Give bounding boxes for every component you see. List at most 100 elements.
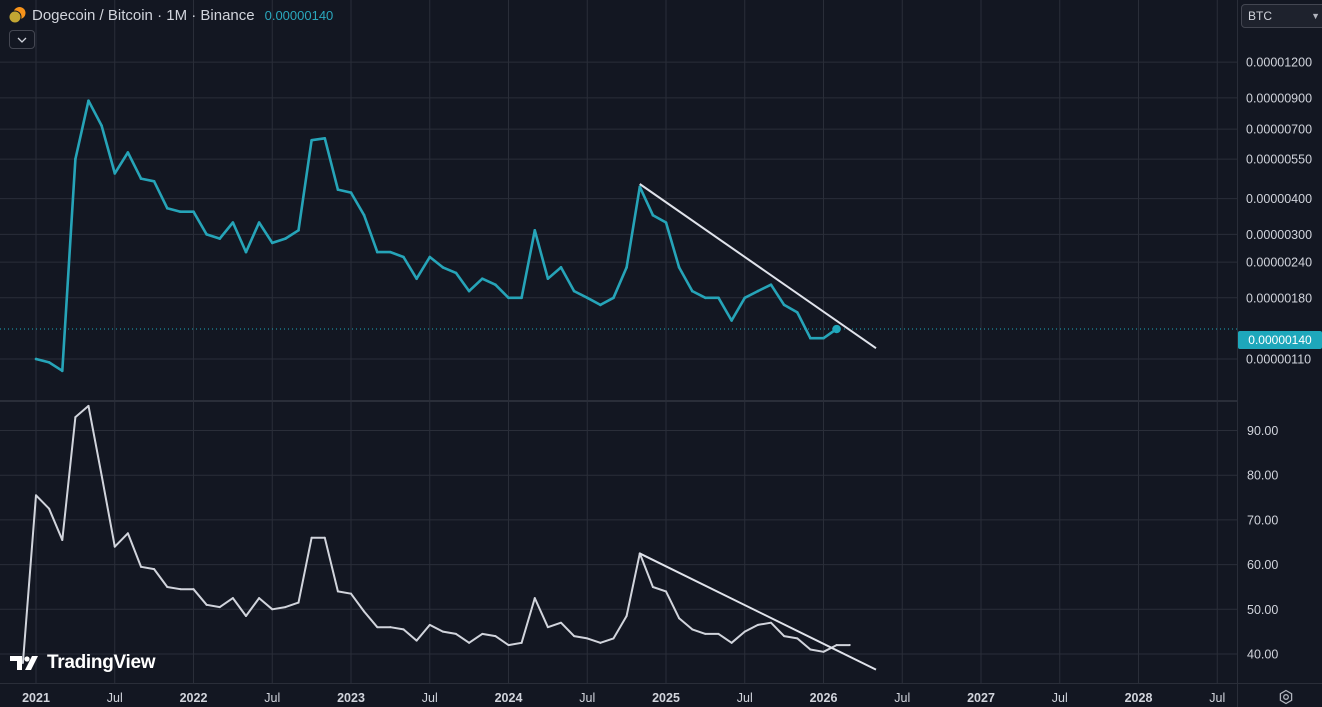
oscillator-point — [402, 628, 405, 631]
oscillator-point — [678, 617, 681, 620]
price-point — [192, 210, 195, 214]
oscillator-pane[interactable] — [21, 404, 877, 671]
oscillator-point — [310, 536, 313, 539]
oscillator-point — [153, 568, 156, 571]
oscillator-point — [625, 615, 628, 618]
oscillator-point — [743, 630, 746, 633]
chevron-down-icon — [17, 37, 27, 43]
currency-select[interactable]: BTC ▼ — [1241, 4, 1322, 28]
price-point — [625, 266, 628, 269]
oscillator-point — [350, 592, 352, 595]
oscillator-point — [809, 648, 812, 651]
symbol-legend[interactable]: Dogecoin / Bitcoin · 1M · Binance 0.0000… — [8, 5, 333, 25]
price-point — [152, 179, 156, 183]
currency-select-value: BTC — [1248, 9, 1272, 23]
price-point — [480, 277, 484, 280]
price-point — [677, 266, 681, 269]
oscillator-point — [61, 539, 64, 542]
price-point — [113, 172, 117, 175]
tradingview-logo[interactable]: TradingView — [10, 652, 156, 674]
oscillator-point — [691, 628, 694, 631]
oscillator-point — [586, 637, 589, 640]
price-axis-tick-label: 0.00000180 — [1246, 291, 1312, 305]
oscillator-series-line[interactable] — [21, 404, 850, 663]
price-point — [270, 241, 274, 245]
oscillator-point — [796, 637, 799, 640]
oscillator-point — [48, 507, 51, 510]
tradingview-logo-icon — [10, 656, 38, 670]
oscillator-point — [35, 494, 37, 497]
time-axis-tick-label: Jul — [737, 691, 753, 705]
oscillator-point — [100, 474, 103, 477]
oscillator-axis-tick-label: 80.00 — [1247, 469, 1278, 483]
price-point — [165, 207, 169, 210]
oscillator-point — [546, 626, 549, 629]
oscillator-point — [717, 632, 720, 635]
oscillator-point — [126, 532, 129, 535]
price-point — [34, 357, 38, 361]
oscillator-point — [560, 621, 562, 624]
price-axis-tick-label: 0.00000240 — [1246, 256, 1312, 270]
last-price-label: 0.00000140 — [1248, 333, 1312, 347]
oscillator-point — [87, 404, 90, 407]
price-point — [743, 296, 747, 300]
price-trendline[interactable] — [639, 183, 877, 349]
grid — [0, 0, 1237, 683]
collapse-legend-button[interactable] — [9, 30, 35, 49]
price-point — [494, 283, 497, 287]
price-point — [599, 303, 602, 307]
price-point — [520, 296, 523, 300]
price-point — [402, 255, 405, 259]
oscillator-point — [284, 606, 287, 609]
price-pane[interactable] — [0, 99, 1237, 373]
price-point — [100, 124, 103, 127]
oscillator-point — [231, 597, 234, 600]
price-point — [389, 250, 392, 254]
price-point — [507, 296, 510, 300]
oscillator-point — [389, 626, 392, 629]
price-point — [349, 191, 353, 194]
price-point — [585, 296, 589, 300]
time-axis-tick-label: Jul — [894, 691, 910, 705]
oscillator-axis-tick-label: 90.00 — [1247, 424, 1278, 438]
axes: 0.00001200 0.00000900 0.00000700 0.00000550… — [22, 56, 1312, 705]
gear-icon — [1279, 689, 1293, 705]
price-axis-tick-label: 0.00000400 — [1246, 192, 1312, 206]
price-point — [795, 311, 799, 314]
time-axis-tick-label: 2027 — [967, 691, 995, 705]
chart-settings-button[interactable] — [1276, 687, 1296, 707]
oscillator-point — [323, 536, 326, 539]
oscillator-trendline[interactable] — [639, 552, 877, 671]
price-point — [651, 213, 655, 217]
oscillator-point — [192, 588, 195, 591]
oscillator-point — [376, 626, 379, 629]
price-point — [559, 266, 563, 269]
dogecoin-bitcoin-coin-icon — [8, 6, 26, 24]
last-price-marker — [832, 324, 841, 334]
time-axis-tick-label: 2026 — [810, 691, 838, 705]
price-point — [179, 210, 182, 214]
price-point — [769, 283, 773, 287]
oscillator-point — [258, 597, 261, 600]
time-axis-tick-label: Jul — [264, 691, 280, 705]
oscillator-point — [166, 585, 169, 588]
oscillator-point — [179, 588, 182, 591]
price-axis-tick-label: 0.00000900 — [1246, 91, 1312, 105]
price-point — [323, 137, 327, 140]
price-point — [664, 221, 668, 224]
oscillator-point — [822, 650, 825, 653]
price-point — [231, 221, 235, 224]
oscillator-axis-tick-label: 50.00 — [1247, 603, 1278, 617]
oscillator-point — [336, 590, 339, 593]
oscillator-point — [245, 615, 247, 618]
price-series-line[interactable] — [35, 99, 838, 373]
oscillator-point — [271, 608, 274, 611]
price-point — [822, 336, 825, 340]
price-point — [782, 303, 786, 307]
time-axis-tick-label: Jul — [422, 691, 438, 705]
price-point — [284, 237, 287, 240]
price-point — [454, 271, 458, 275]
oscillator-point — [494, 635, 497, 638]
